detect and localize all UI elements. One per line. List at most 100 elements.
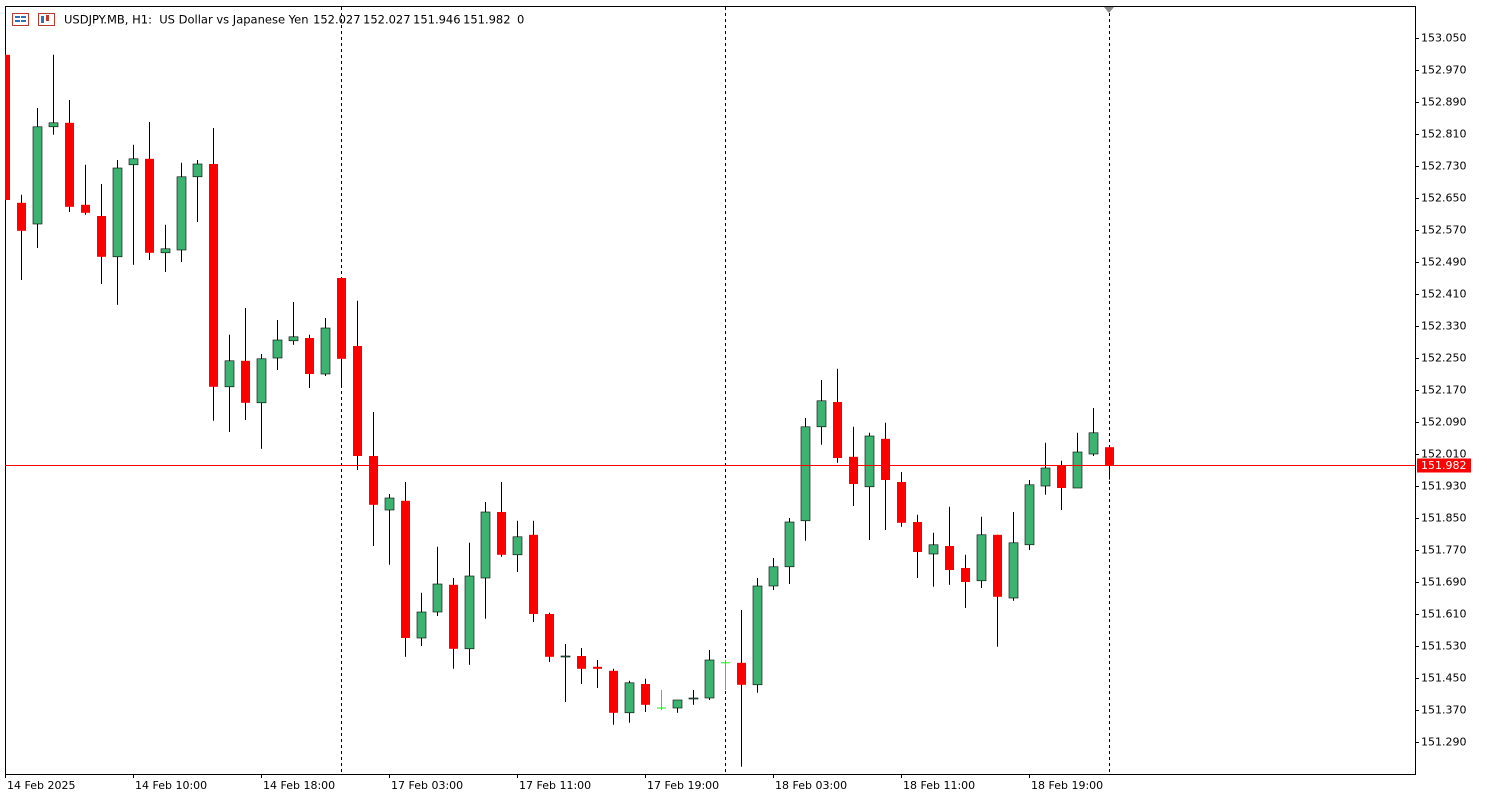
- x-tick-label: 17 Feb 11:00: [519, 779, 591, 792]
- separators: [341, 7, 1110, 774]
- candle-body: [256, 358, 267, 404]
- candle-body: [1072, 451, 1083, 489]
- y-tick-label: 151.290: [1421, 736, 1467, 749]
- candle-body: [480, 511, 491, 579]
- candle-body: [112, 167, 123, 258]
- candle-body: [641, 684, 650, 705]
- candle-body: [432, 583, 443, 613]
- y-tick-label: 152.090: [1421, 416, 1467, 429]
- candle-body: [305, 338, 314, 374]
- header-open: 152.027: [313, 13, 361, 27]
- candle-body: [81, 204, 90, 213]
- candle-body: [545, 614, 554, 657]
- candle-body: [401, 500, 410, 638]
- y-tick-label: 152.410: [1421, 288, 1467, 301]
- candle-body: [288, 336, 299, 342]
- x-tick-label: 14 Feb 2025: [7, 779, 75, 792]
- candle-body: [881, 438, 890, 480]
- candle-body: [209, 164, 218, 387]
- candle-body: [816, 400, 827, 428]
- candle-body: [672, 699, 683, 709]
- x-tick-label: 17 Feb 19:00: [647, 779, 719, 792]
- y-tick-label: 151.690: [1421, 576, 1467, 589]
- candle-body: [737, 662, 746, 685]
- y-tick-label: 152.010: [1421, 448, 1467, 461]
- header-close: 151.982: [463, 13, 511, 27]
- icon-part: [15, 16, 20, 18]
- y-tick-label: 153.050: [1421, 32, 1467, 45]
- header-info: 0: [517, 13, 524, 27]
- candle-body: [32, 126, 43, 225]
- candle-body: [913, 522, 922, 552]
- candle-body: [128, 158, 139, 166]
- candle-body: [65, 122, 74, 207]
- icon: [12, 13, 29, 26]
- candle-body: [945, 546, 954, 570]
- candle-body: [897, 482, 906, 523]
- candle-body: [1040, 467, 1051, 487]
- header-low: 151.946: [413, 13, 461, 27]
- candle-body: [752, 585, 763, 686]
- candle-body: [768, 566, 779, 587]
- y-tick-label: 152.330: [1421, 320, 1467, 333]
- icon-part: [21, 16, 26, 18]
- candle-body: [337, 278, 346, 359]
- price-label-box: [1417, 458, 1471, 473]
- y-tick-label: 152.890: [1421, 96, 1467, 109]
- chart-title: USDJPY.MB, H1: US Dollar vs Japanese Yen: [64, 13, 309, 27]
- y-tick-label: 151.370: [1421, 704, 1467, 717]
- y-tick-label: 152.810: [1421, 128, 1467, 141]
- candle-body: [849, 456, 858, 484]
- candle-body: [369, 456, 378, 505]
- candle-body: [993, 534, 1002, 597]
- candle-body: [1008, 542, 1019, 599]
- icon-part: [21, 20, 26, 22]
- header-icons: [12, 13, 55, 26]
- candle-body: [833, 402, 842, 458]
- candle-body: [416, 611, 427, 639]
- y-tick-label: 152.730: [1421, 160, 1467, 173]
- x-tick-label: 18 Feb 11:00: [903, 779, 975, 792]
- candle-body: [497, 512, 506, 555]
- shift-marker: [1104, 7, 1114, 13]
- candle-body: [800, 426, 811, 522]
- candle-body: [224, 360, 235, 388]
- candle-body: [688, 697, 699, 700]
- candle-body: [5, 54, 10, 200]
- candle-body: [1105, 447, 1114, 466]
- y-tick-label: 151.530: [1421, 640, 1467, 653]
- candle-body: [272, 339, 283, 359]
- candle-body: [560, 655, 571, 658]
- y-tick-label: 151.850: [1421, 512, 1467, 525]
- candle-body: [784, 521, 795, 568]
- candle-body: [976, 534, 987, 582]
- y-tick-label: 152.970: [1421, 64, 1467, 77]
- candle-body: [577, 656, 586, 669]
- y-tick-label: 152.250: [1421, 352, 1467, 365]
- y-tick-label: 152.650: [1421, 192, 1467, 205]
- candle-body: [624, 682, 635, 714]
- candle-body: [609, 670, 618, 713]
- candle-body: [241, 360, 250, 403]
- candle-body: [928, 544, 939, 555]
- candle-body: [704, 659, 715, 699]
- x-tick-label: 17 Feb 03:00: [391, 779, 463, 792]
- x-tick-label: 14 Feb 18:00: [263, 779, 335, 792]
- icon-part: [46, 15, 49, 21]
- candle-body: [529, 534, 538, 614]
- candle-body: [1024, 484, 1035, 546]
- candle-body: [1088, 432, 1099, 455]
- y-tick-label: 151.610: [1421, 608, 1467, 621]
- candle-body: [1057, 466, 1066, 488]
- candle-body: [353, 346, 362, 456]
- y-tick-label: 151.930: [1421, 480, 1467, 493]
- candle-body: [97, 216, 106, 257]
- candle-body: [384, 497, 395, 511]
- candle-body: [48, 122, 59, 128]
- x-tick-label: 18 Feb 03:00: [775, 779, 847, 792]
- candle-body: [961, 568, 970, 582]
- candle-body: [192, 163, 203, 178]
- header-high: 152.027: [363, 13, 411, 27]
- x-tick-label: 18 Feb 19:00: [1031, 779, 1103, 792]
